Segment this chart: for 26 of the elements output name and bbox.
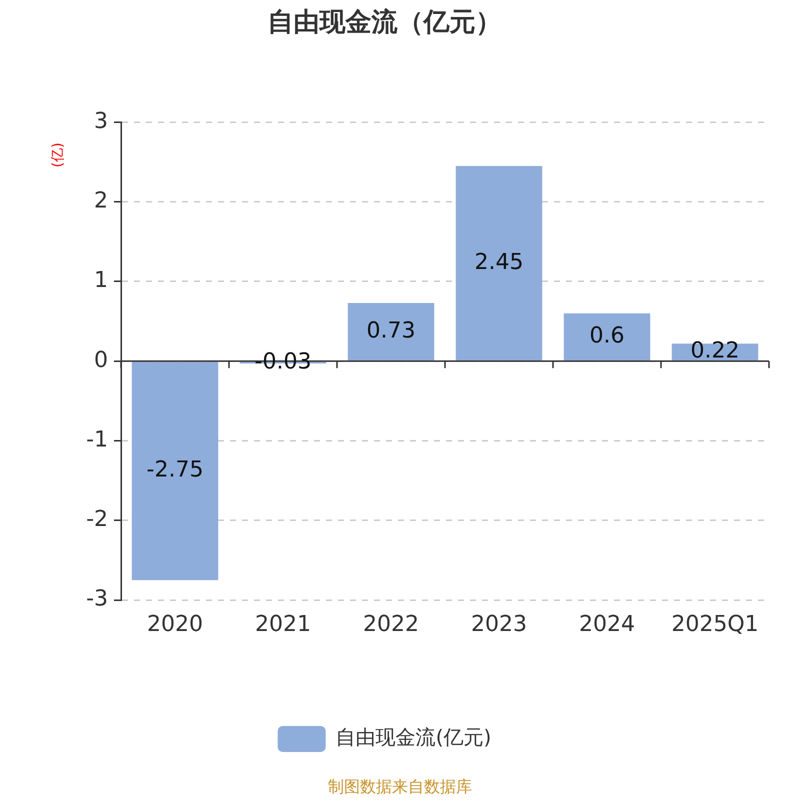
x-tick-label: 2021	[255, 612, 311, 637]
bar	[348, 302, 434, 360]
y-tick-label: 0	[94, 348, 108, 373]
x-tick-label: 2024	[579, 612, 635, 637]
text: 制图数据来自数据库	[328, 777, 472, 796]
data-label: 2.45	[474, 250, 524, 275]
chart-title: 自由现金流（亿元）	[268, 7, 502, 38]
data-label: -2.75	[146, 458, 204, 483]
y-axis-title: (亿)	[50, 142, 66, 168]
x-tick-label: 2023	[471, 612, 527, 637]
x-tick-label: 2022	[363, 612, 419, 637]
y-tick-label: 3	[94, 108, 108, 134]
y-tick-label: 2	[94, 188, 108, 214]
x-tick-label: 2020	[147, 612, 203, 637]
data-label: 0.22	[690, 338, 740, 364]
x-tick-label: 2025Q1	[671, 612, 759, 637]
data-label: 0.73	[366, 318, 416, 344]
data-label: 0.6	[590, 324, 624, 349]
bar	[564, 313, 650, 360]
bar	[456, 166, 542, 360]
bar	[132, 362, 218, 580]
y-tick-label: -2	[86, 507, 108, 532]
y-tick-label: -1	[86, 427, 108, 452]
legend-label: 自由现金流(亿元)	[336, 725, 492, 750]
y-tick-label: -3	[86, 586, 108, 612]
y-tick-label: 1	[94, 268, 108, 294]
